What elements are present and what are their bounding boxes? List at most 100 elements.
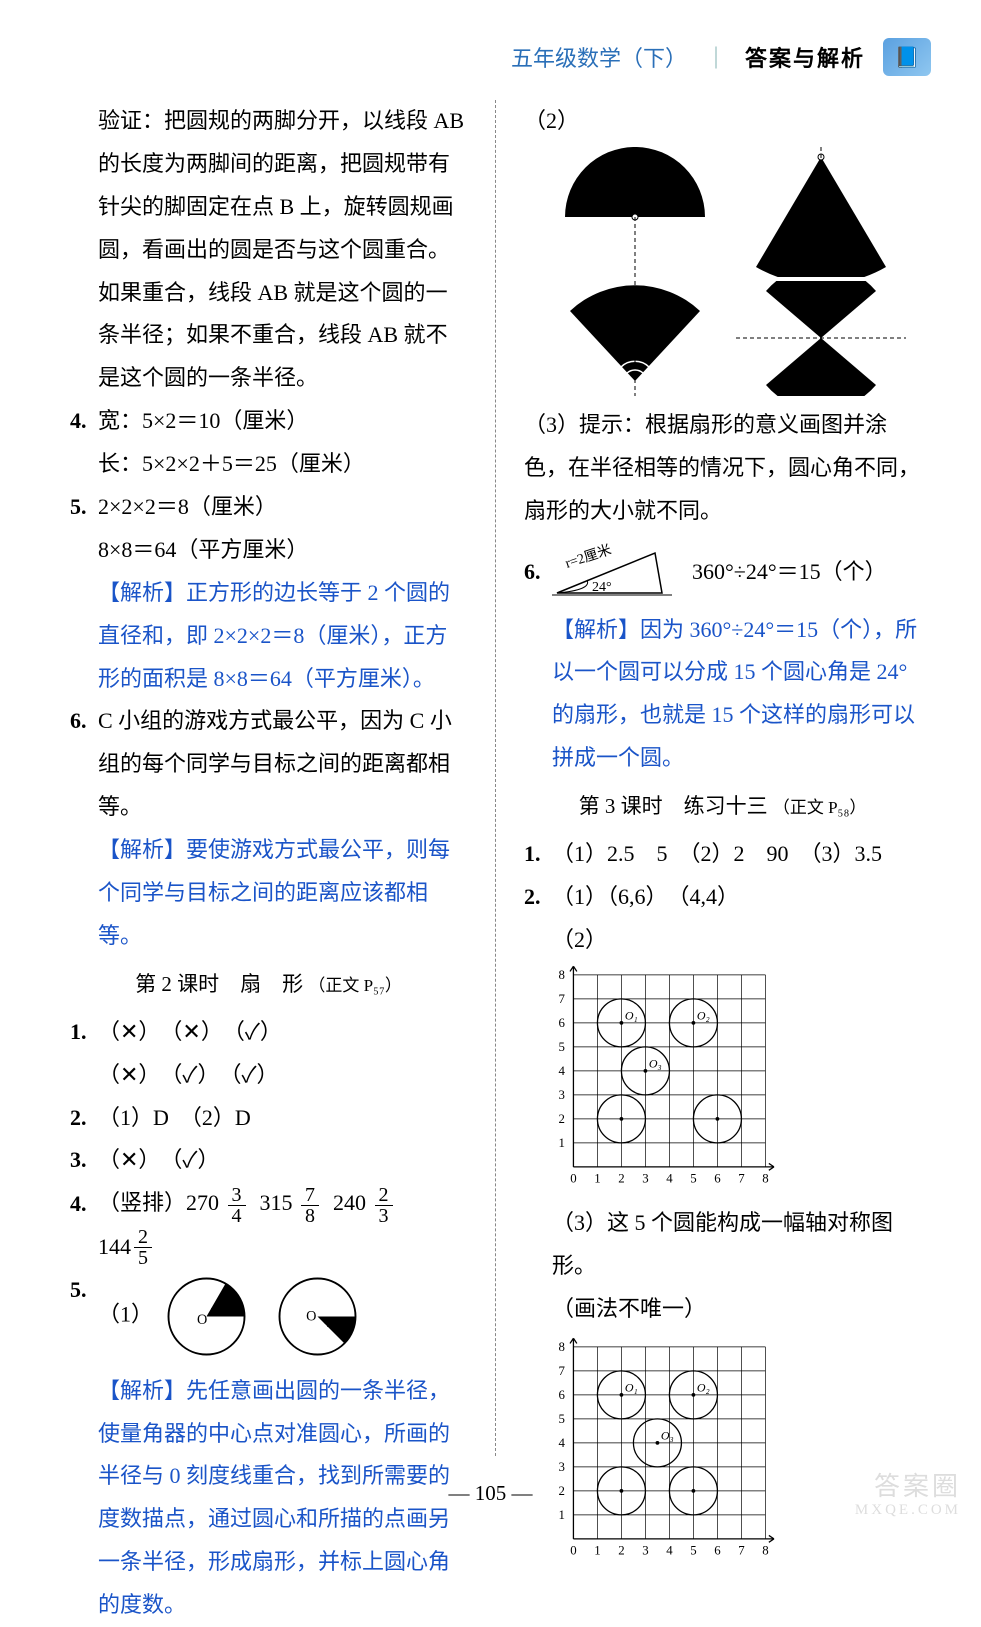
section2-title: 第 2 课时 扇 形 （正文 P₅₇） [70, 964, 467, 1005]
q5-line1: 2×2×2＝8（厘米） [98, 486, 467, 529]
svg-text:8: 8 [558, 968, 564, 982]
r-q6-eq: 360°÷24°＝15（个） [692, 551, 887, 594]
fan-top-left [550, 147, 720, 277]
svg-text:O₂: O₂ [697, 1008, 710, 1022]
svg-text:1: 1 [558, 1509, 564, 1523]
divider-bar: ｜ [705, 41, 727, 73]
svg-text:2: 2 [558, 1112, 564, 1126]
s2q5-body: （1） O 60° O 45° [98, 1269, 467, 1364]
q5-jiexi: 【解析】正方形的边长等于 2 个圆的直径和，即 2×2×2＝8（厘米），正方形的… [70, 572, 467, 701]
q4-line2: 长：5×2×2＋5＝25（厘米） [70, 443, 467, 486]
svg-text:O₁: O₁ [625, 1008, 638, 1022]
svg-text:3: 3 [642, 1544, 648, 1558]
s3q2-num: 2. [524, 876, 552, 919]
pie45-O: O [306, 1308, 316, 1324]
sec3-t: 第 3 课时 练习十三 [579, 794, 768, 818]
s2q4-line2: 144 25 [70, 1226, 467, 1269]
r-q3-hint: （3）提示：根据扇形的意义画图并涂色，在半径相等的情况下，圆心角不同，扇形的大小… [524, 404, 921, 533]
q4-line1: 宽：5×2＝10（厘米） [98, 400, 467, 443]
s3q1-body: （1）2.5 5 （2）2 90 （3）3.5 [552, 833, 921, 876]
s2q1-a: （✕） （✕） （✓） [98, 1011, 467, 1054]
s2q4-body: （竖排）270 34 315 78 240 23 [98, 1182, 467, 1225]
svg-text:6: 6 [558, 1389, 565, 1403]
q6-num: 6. [70, 700, 98, 829]
s2q3-body: （✕） （✓） [98, 1139, 467, 1182]
frac23: 23 [375, 1185, 393, 1226]
left-column: 验证：把圆规的两脚分开，以线段 AB 的长度为两脚间的距离，把圆规带有针尖的脚固… [70, 100, 467, 1456]
subject-label: 五年级数学（下） [511, 41, 687, 73]
svg-text:2: 2 [618, 1171, 624, 1185]
s2q3-num: 3. [70, 1139, 98, 1182]
book-logo-icon: 📘 [883, 38, 931, 76]
svg-text:2: 2 [618, 1544, 624, 1558]
svg-text:O₃: O₃ [661, 1429, 674, 1443]
r-q6-body: r=2厘米 24° 360°÷24°＝15（个） [552, 543, 921, 603]
s2q2-num: 2. [70, 1097, 98, 1140]
svg-text:5: 5 [558, 1413, 564, 1427]
q4-num: 4. [70, 400, 98, 443]
svg-text:1: 1 [558, 1136, 564, 1150]
svg-text:3: 3 [558, 1461, 564, 1475]
grid-diagram-2: 01122334455667788O₁O₂O₃ [552, 1334, 792, 1574]
q6-body: C 小组的游戏方式最公平，因为 C 小组的每个同学与目标之间的距离都相等。 [98, 700, 467, 829]
frac25: 25 [134, 1227, 152, 1268]
svg-text:5: 5 [558, 1040, 564, 1054]
svg-text:O₂: O₂ [697, 1381, 710, 1395]
s3q2-grid2wrap: 01122334455667788O₁O₂O₃ [524, 1334, 921, 1574]
s3q2-3: （3）这 5 个圆能构成一幅轴对称图形。 [524, 1202, 921, 1288]
s2q5-sub1: （1） [98, 1301, 153, 1326]
ang24-label: 24° [592, 580, 612, 595]
s2q4-v1: （竖排）270 [98, 1190, 219, 1215]
svg-text:O₁: O₁ [625, 1381, 638, 1395]
svg-text:4: 4 [558, 1064, 565, 1078]
s2q2-body: （1）D （2）D [98, 1097, 467, 1140]
column-divider [495, 100, 496, 1456]
pie60-ang: 60° [214, 1299, 231, 1313]
svg-text:4: 4 [666, 1171, 673, 1185]
svg-text:0: 0 [570, 1544, 576, 1558]
page-number: — 105 — [0, 1481, 981, 1506]
svg-text:4: 4 [558, 1437, 565, 1451]
right-column: （2） [524, 100, 921, 1456]
s2q4-v3: 240 [333, 1190, 366, 1215]
s2q1-b: （✕） （✓） （✓） [70, 1054, 467, 1097]
svg-text:6: 6 [714, 1544, 721, 1558]
svg-text:1: 1 [594, 1171, 600, 1185]
svg-text:5: 5 [690, 1544, 696, 1558]
s3q2-2-label: （2） [552, 927, 607, 952]
sec2-t: 第 2 课时 扇 形 [135, 972, 303, 996]
s3q2-2: （2） 01122334455667788O₁O₂O₃ [524, 919, 921, 1202]
svg-text:3: 3 [642, 1171, 648, 1185]
s2q1-num: 1. [70, 1011, 98, 1054]
watermark-bottom: MXQE.COM [855, 1502, 961, 1519]
svg-text:7: 7 [738, 1171, 745, 1185]
svg-text:8: 8 [558, 1341, 564, 1355]
fan-top-right [736, 147, 906, 277]
grid-diagram-1: 01122334455667788O₁O₂O₃ [552, 962, 792, 1202]
r-q2-2: （2） [524, 100, 921, 396]
svg-text:4: 4 [666, 1544, 673, 1558]
pie60-diagram: O 60° [159, 1269, 254, 1364]
verify-paragraph: 验证：把圆规的两脚分开，以线段 AB 的长度为两脚间的距离，把圆规带有针尖的脚固… [70, 100, 467, 400]
q6-jiexi: 【解析】要使游戏方式最公平，则每个同学与目标之间的距离应该都相等。 [70, 829, 467, 958]
sector24-diagram: r=2厘米 24° [552, 543, 672, 603]
s3q2-3b: （画法不唯一） [524, 1288, 921, 1331]
frac34: 34 [228, 1185, 246, 1226]
r-label: r=2厘米 [563, 543, 613, 572]
svg-text:8: 8 [762, 1544, 768, 1558]
s3q1-num: 1. [524, 833, 552, 876]
watermark-top: 答案圈 [855, 1473, 961, 1502]
svg-text:0: 0 [570, 1171, 576, 1185]
page-header: 五年级数学（下） ｜ 答案与解析 📘 [511, 38, 931, 76]
q5-line2: 8×8＝64（平方厘米） [70, 529, 467, 572]
sec3-p: （正文 P₅₈） [773, 798, 867, 817]
s3q2-1: （1）（6,6） （4,4） [552, 876, 921, 919]
svg-text:O₃: O₃ [649, 1056, 662, 1070]
svg-text:6: 6 [558, 1016, 565, 1030]
svg-text:7: 7 [558, 1365, 565, 1379]
watermark: 答案圈 MXQE.COM [855, 1473, 961, 1518]
s2q5-num: 5. [70, 1269, 98, 1364]
r-q6-jiexi: 【解析】因为 360°÷24°＝15（个），所以一个圆可以分成 15 个圆心角是… [524, 609, 921, 781]
svg-text:7: 7 [558, 992, 565, 1006]
pie60-O: O [197, 1312, 207, 1328]
